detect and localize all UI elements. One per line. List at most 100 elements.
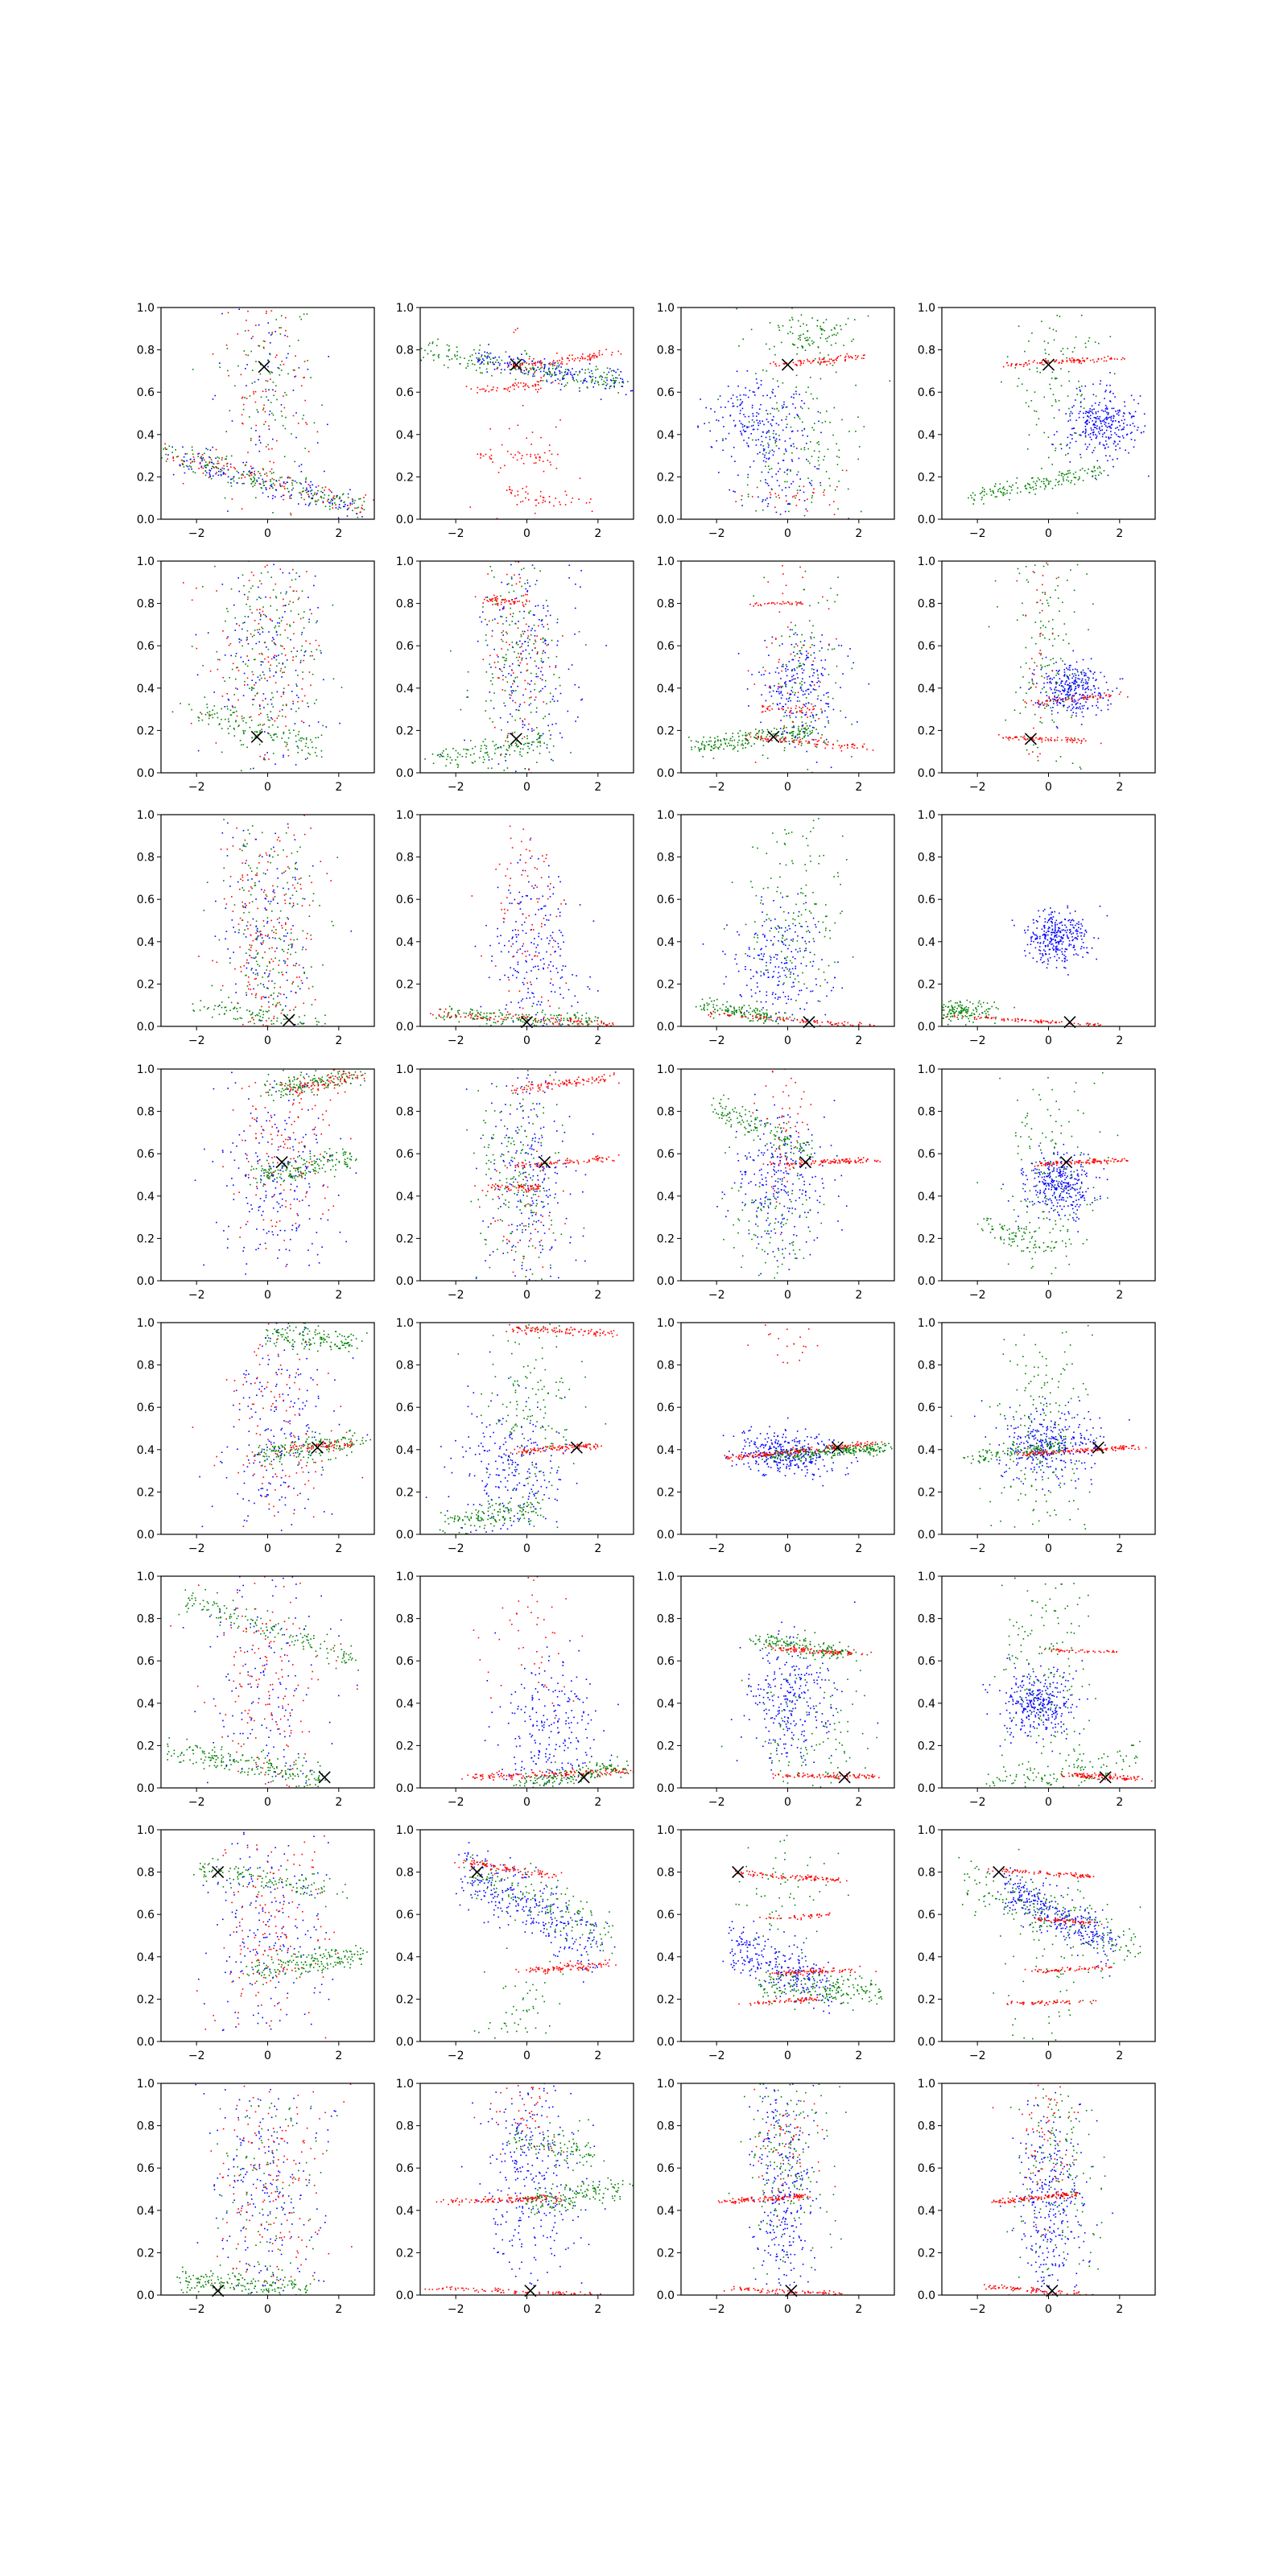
point bbox=[275, 671, 277, 674]
point bbox=[539, 741, 541, 742]
point bbox=[555, 655, 558, 658]
point bbox=[775, 365, 778, 367]
point bbox=[1017, 385, 1018, 387]
point bbox=[254, 474, 256, 476]
point bbox=[363, 501, 365, 502]
point bbox=[283, 498, 284, 501]
point bbox=[770, 497, 771, 498]
point bbox=[208, 711, 211, 712]
point bbox=[550, 464, 551, 466]
point bbox=[1109, 358, 1111, 360]
point bbox=[777, 687, 779, 690]
point bbox=[766, 646, 768, 648]
point bbox=[171, 452, 173, 453]
point bbox=[465, 753, 468, 755]
point bbox=[262, 606, 264, 608]
point bbox=[1105, 429, 1108, 431]
point bbox=[251, 472, 253, 473]
point bbox=[537, 361, 539, 364]
point bbox=[1096, 704, 1097, 707]
point bbox=[847, 745, 848, 747]
point bbox=[1095, 417, 1096, 419]
point bbox=[480, 456, 481, 459]
point bbox=[1080, 390, 1081, 392]
point bbox=[558, 369, 560, 372]
point bbox=[758, 424, 760, 427]
point bbox=[485, 745, 488, 747]
point bbox=[732, 736, 733, 737]
point bbox=[809, 730, 811, 733]
point bbox=[551, 724, 553, 725]
point bbox=[454, 354, 456, 356]
point bbox=[588, 363, 591, 365]
point bbox=[775, 423, 778, 424]
point bbox=[465, 367, 467, 369]
point bbox=[300, 493, 303, 496]
point bbox=[753, 737, 755, 738]
point bbox=[506, 489, 508, 491]
point bbox=[775, 440, 777, 442]
point bbox=[1026, 482, 1029, 485]
point bbox=[769, 736, 771, 737]
point bbox=[483, 359, 485, 361]
point bbox=[1041, 361, 1042, 364]
point bbox=[1090, 427, 1092, 429]
point bbox=[518, 745, 519, 747]
point bbox=[812, 675, 814, 677]
point bbox=[306, 487, 308, 489]
point bbox=[807, 386, 809, 388]
point bbox=[357, 516, 359, 518]
y-tick-label: 1.0 bbox=[918, 302, 935, 315]
point bbox=[340, 507, 341, 509]
point bbox=[823, 459, 824, 461]
point bbox=[557, 362, 559, 364]
point bbox=[274, 643, 276, 645]
point bbox=[501, 616, 503, 618]
point bbox=[250, 438, 252, 440]
point bbox=[701, 744, 703, 745]
point bbox=[272, 487, 274, 489]
point bbox=[782, 565, 783, 567]
point bbox=[533, 624, 535, 626]
point bbox=[738, 739, 740, 741]
point bbox=[1080, 681, 1082, 683]
point bbox=[740, 423, 742, 424]
point bbox=[534, 383, 536, 386]
point bbox=[528, 625, 530, 628]
point bbox=[495, 597, 497, 599]
point bbox=[200, 712, 201, 713]
point bbox=[251, 612, 253, 614]
point bbox=[796, 634, 799, 636]
point bbox=[481, 372, 483, 374]
point bbox=[545, 371, 547, 374]
point bbox=[245, 353, 247, 356]
point bbox=[242, 423, 244, 425]
point bbox=[266, 380, 269, 382]
point bbox=[757, 736, 759, 738]
point bbox=[1116, 434, 1117, 436]
point bbox=[754, 762, 757, 763]
point bbox=[784, 510, 786, 513]
point bbox=[308, 746, 309, 749]
point bbox=[488, 353, 490, 355]
point bbox=[828, 336, 830, 337]
point bbox=[853, 747, 855, 749]
point bbox=[803, 736, 805, 737]
point bbox=[778, 611, 781, 613]
point bbox=[338, 497, 341, 500]
point bbox=[1097, 411, 1100, 413]
point bbox=[535, 711, 538, 713]
point bbox=[831, 358, 832, 360]
point bbox=[1070, 411, 1072, 413]
point bbox=[285, 725, 287, 727]
y-tick-label: 0.6 bbox=[657, 640, 675, 653]
point bbox=[741, 423, 744, 426]
point bbox=[522, 724, 524, 725]
point bbox=[1092, 677, 1094, 679]
point bbox=[847, 488, 849, 490]
point bbox=[825, 738, 828, 741]
point bbox=[487, 363, 489, 365]
point bbox=[748, 421, 750, 423]
point bbox=[272, 382, 275, 383]
point bbox=[527, 683, 529, 684]
